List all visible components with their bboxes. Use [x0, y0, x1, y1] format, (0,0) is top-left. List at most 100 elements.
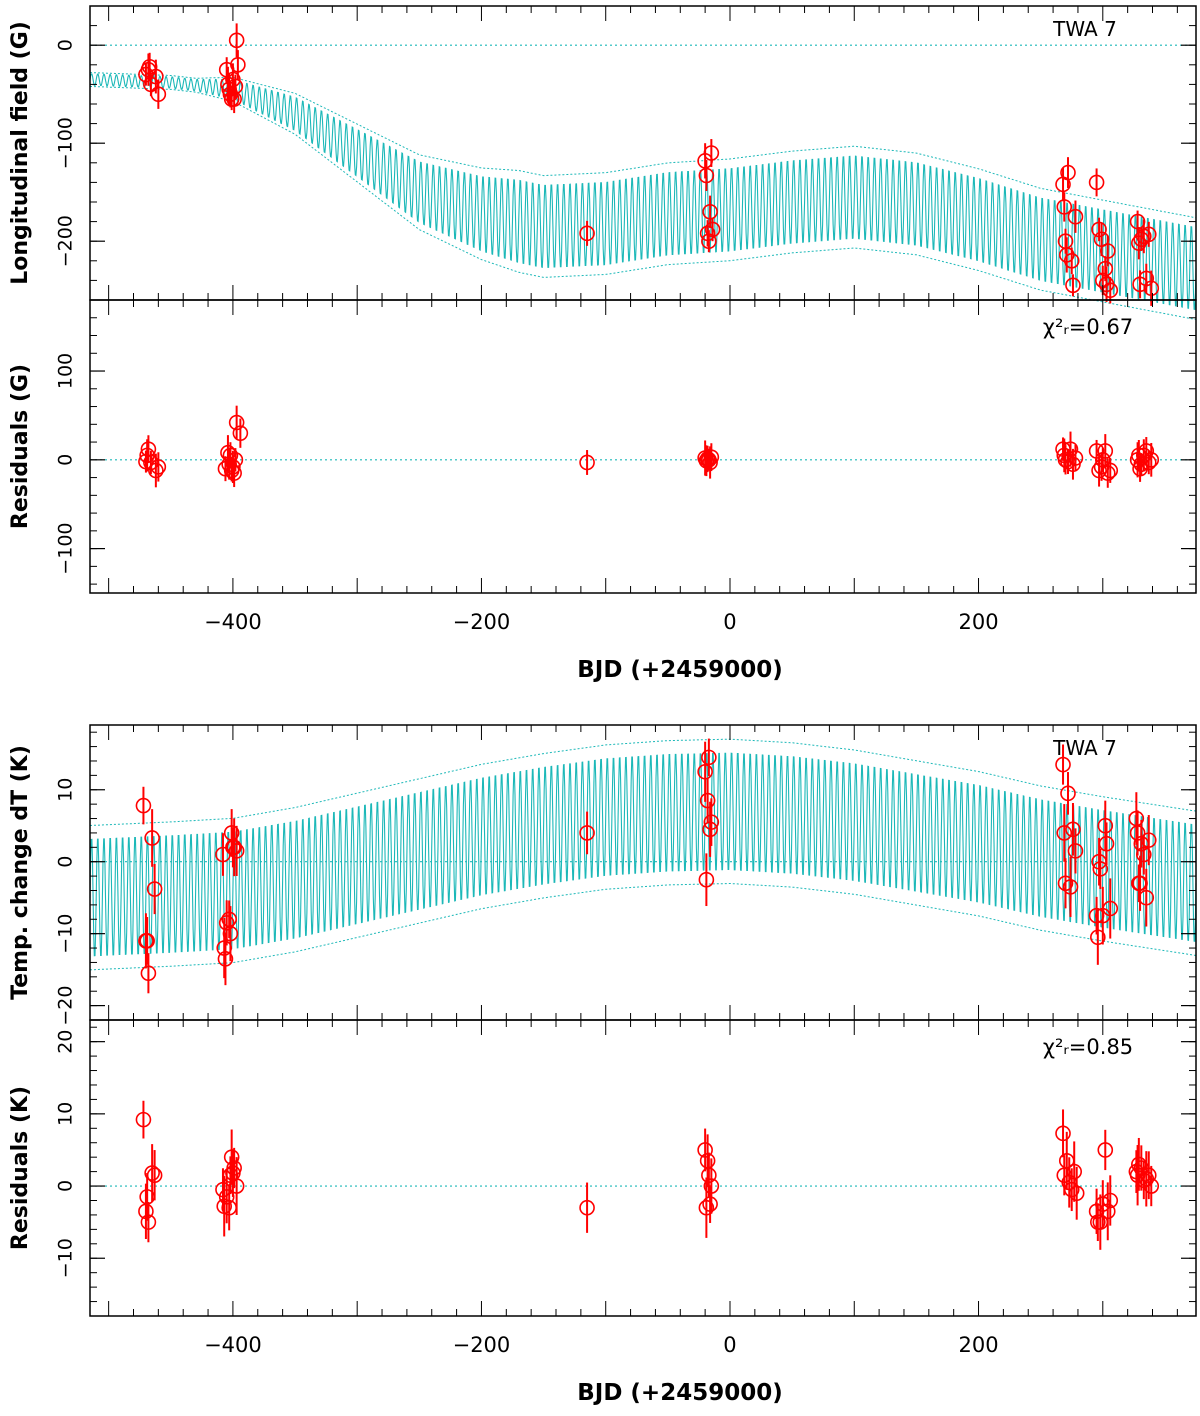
data-point: [701, 233, 717, 249]
data-point: [1062, 879, 1079, 895]
data-point: [1066, 1163, 1083, 1180]
data-point: [230, 57, 246, 73]
panel-longitudinal-field: 0 −100 −200 Longitudinal field (G) TWA 7: [8, 5, 1197, 320]
ytick-label: 10: [55, 1102, 77, 1126]
ytick-label: 10: [55, 778, 77, 802]
data-point: [702, 821, 718, 838]
data-point: [150, 86, 167, 102]
data-point: [1143, 280, 1160, 297]
data-point: [1091, 462, 1107, 479]
ytick-label: −200: [55, 215, 77, 267]
data-point: [697, 763, 713, 780]
data-point: [1140, 832, 1157, 848]
data-point: [228, 843, 245, 859]
data-point: [1057, 875, 1074, 892]
ytick-label: −10: [55, 914, 77, 954]
data-point: [1092, 861, 1109, 877]
data-point: [1129, 825, 1146, 841]
data-point: [144, 830, 160, 846]
ytick-label: −100: [55, 523, 77, 575]
x-axis-label: BJD (+2459000): [577, 1380, 783, 1406]
data-point: [1055, 756, 1071, 773]
xtick-label: 200: [958, 610, 998, 634]
data-point: [226, 1160, 242, 1176]
data-point: [1062, 441, 1079, 457]
data-point: [1097, 1142, 1114, 1158]
y-axis-label: Residuals (K): [8, 1086, 33, 1250]
data-point: [1099, 1203, 1116, 1220]
data-point: [150, 459, 167, 475]
data-point: [698, 871, 715, 888]
data-point: [1143, 452, 1160, 468]
model-envelope-upper: [90, 738, 1197, 826]
data-point: [146, 1167, 163, 1184]
data-point: [1063, 252, 1080, 269]
data-point: [1056, 825, 1073, 841]
data-point: [140, 965, 157, 982]
data-point: [217, 951, 234, 967]
data-point: [146, 881, 163, 897]
data-point: [703, 1178, 720, 1194]
data-point: [1102, 462, 1119, 479]
data-point: [1091, 221, 1107, 238]
data-point: [698, 167, 715, 184]
panel-temperature-residuals: 20 10 0 −10 −400 −200 0 200 BJD (+2459000) Residu…: [8, 1019, 1197, 1406]
y-axis-label: Residuals (G): [8, 364, 33, 529]
data-point: [1140, 1167, 1157, 1184]
data-point: [1097, 260, 1114, 277]
data-point: [1063, 1181, 1080, 1198]
data-point: [226, 91, 242, 107]
data-point: [699, 225, 716, 242]
y-axis-label: Longitudinal field (G): [8, 21, 33, 285]
data-point: [139, 933, 155, 949]
data-point: [222, 447, 239, 464]
ytick-label: −20: [55, 986, 77, 1026]
data-point: [579, 225, 595, 242]
data-point: [699, 792, 716, 809]
data-point: [228, 32, 245, 49]
data-point: [701, 1167, 717, 1184]
data-point: [140, 1214, 157, 1230]
panel-temperature-change: 10 0 −10 −20 Temp. change dT (K) TWA 7: [8, 724, 1197, 1026]
data-point: [1067, 450, 1084, 466]
data-point: [1099, 243, 1116, 259]
data-point: [702, 204, 718, 220]
x-axis-label: BJD (+2459000): [577, 657, 783, 683]
xtick-label: 0: [723, 1333, 736, 1357]
xtick-label: −400: [204, 1333, 262, 1357]
data-point: [1143, 1178, 1160, 1194]
data-point: [1055, 1125, 1071, 1142]
data-point: [222, 925, 239, 942]
data-point: [223, 1149, 240, 1165]
data-point: [702, 1196, 718, 1212]
data-point: [1138, 270, 1155, 287]
model-curve: [89, 752, 1197, 957]
chi2-label: χ²ᵣ=0.85: [1043, 1035, 1133, 1059]
data-point: [1067, 843, 1084, 859]
data-point: [228, 1178, 245, 1194]
data-point: [698, 1199, 715, 1216]
data-point: [703, 145, 720, 161]
plot-frame: [89, 299, 1197, 594]
data-point: [1140, 454, 1157, 471]
data-point: [579, 825, 595, 841]
data-point: [1136, 846, 1152, 863]
data-point: [135, 797, 152, 814]
y-axis-label: Temp. change dT (K): [8, 745, 33, 1000]
data-point: [697, 1142, 713, 1158]
data-point: [579, 1199, 595, 1216]
data-point: [704, 221, 721, 238]
data-point: [225, 71, 241, 88]
target-label: TWA 7: [1052, 17, 1117, 41]
data-point: [1090, 929, 1106, 946]
data-point: [1098, 835, 1115, 852]
ytick-label: −100: [55, 117, 77, 169]
plot-frame: [89, 5, 1197, 301]
ytick-label: 0: [55, 856, 77, 868]
ytick-label: 100: [55, 353, 77, 389]
data-point: [702, 454, 718, 471]
plot-frame: [89, 1019, 1197, 1317]
xtick-label: −400: [204, 610, 262, 634]
data-point: [148, 462, 164, 479]
